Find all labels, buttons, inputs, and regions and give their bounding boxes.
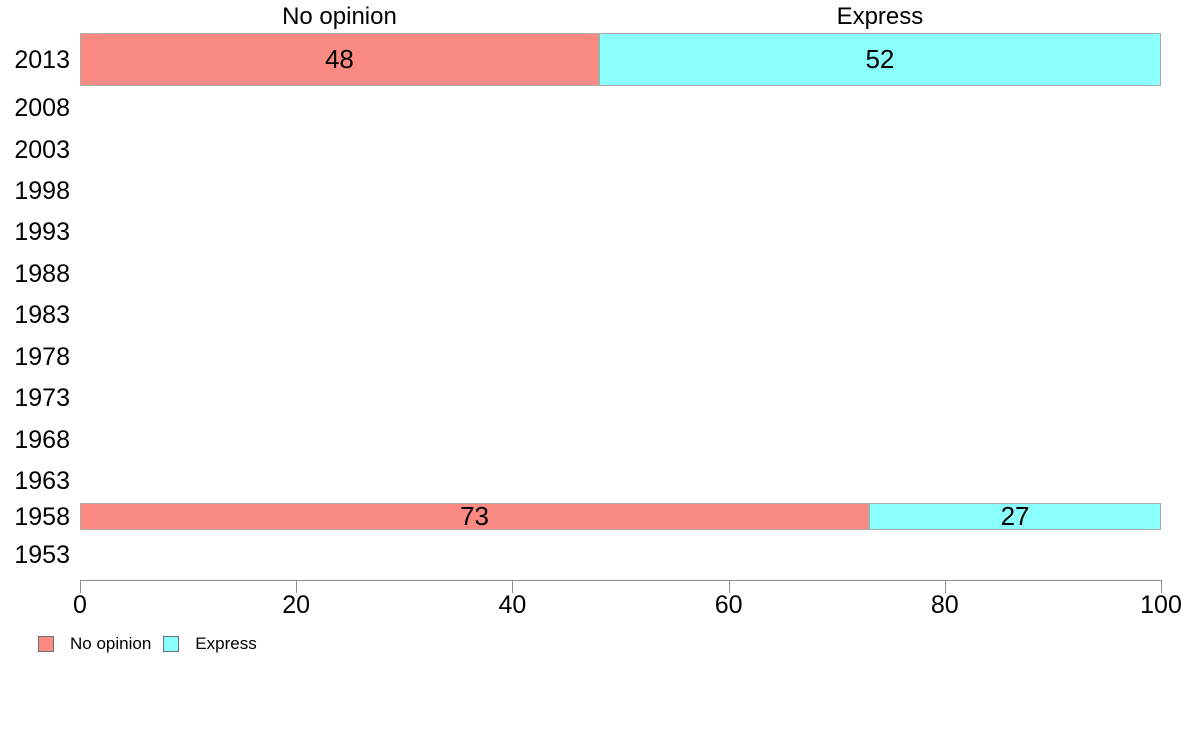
x-axis-tick-label: 80 bbox=[930, 591, 959, 619]
column-header: No opinion bbox=[282, 3, 397, 30]
legend-color-swatch bbox=[163, 636, 180, 652]
x-axis-tick-mark bbox=[944, 580, 946, 593]
x-axis-tick-label: 20 bbox=[282, 591, 311, 619]
y-axis-label: 1998 bbox=[14, 177, 70, 205]
y-axis-label: 1978 bbox=[14, 343, 70, 371]
y-axis-label: 1968 bbox=[14, 426, 70, 454]
bar-segment bbox=[80, 502, 870, 530]
y-axis-label: 1973 bbox=[14, 384, 70, 412]
y-axis-label: 2013 bbox=[14, 46, 70, 74]
x-axis-line bbox=[80, 580, 1162, 581]
x-axis-tick-mark bbox=[512, 580, 514, 593]
y-axis-label: 1983 bbox=[14, 301, 70, 329]
bar-value-label: 27 bbox=[1000, 501, 1030, 531]
legend-color-swatch bbox=[38, 636, 54, 652]
legend-label: Express bbox=[195, 634, 257, 653]
y-axis-label: 2003 bbox=[14, 136, 70, 164]
legend-entry: Express bbox=[163, 634, 257, 654]
bar-value-label: 73 bbox=[460, 501, 490, 531]
bar-value-label: 48 bbox=[324, 44, 354, 74]
y-axis-label: 1958 bbox=[14, 503, 70, 531]
x-axis-tick-label: 40 bbox=[498, 591, 527, 619]
x-axis-tick-label: 0 bbox=[73, 591, 87, 619]
column-header: Express bbox=[836, 3, 924, 30]
y-axis-label: 1993 bbox=[14, 218, 70, 246]
y-axis-label: 1963 bbox=[14, 467, 70, 495]
x-axis-tick-label: 100 bbox=[1140, 591, 1182, 619]
y-axis-label: 1953 bbox=[14, 541, 70, 569]
legend: No opinion Express bbox=[38, 634, 257, 654]
x-axis-tick-mark bbox=[1161, 580, 1162, 593]
bar-segment bbox=[598, 32, 1161, 86]
bar-segment bbox=[80, 32, 599, 86]
y-axis-label: 1988 bbox=[14, 260, 70, 288]
x-axis-tick-mark bbox=[728, 580, 730, 593]
bar-segment bbox=[869, 502, 1161, 530]
x-axis-tick-mark bbox=[296, 580, 298, 593]
y-axis-label: 2008 bbox=[14, 94, 70, 122]
x-axis-tick-label: 60 bbox=[714, 591, 743, 619]
legend-label: No opinion bbox=[70, 634, 152, 653]
bar-value-label: 52 bbox=[865, 44, 895, 74]
x-axis-tick-mark bbox=[80, 580, 81, 593]
legend-entry: No opinion bbox=[38, 634, 151, 654]
